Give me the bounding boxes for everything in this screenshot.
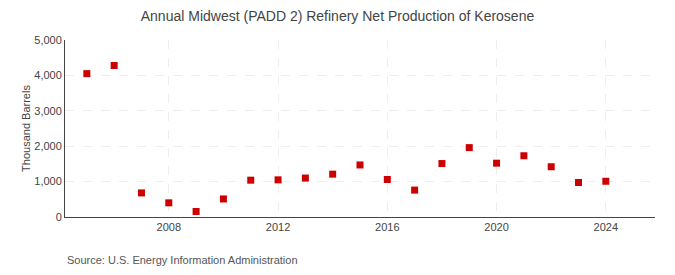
svg-text:Source: U.S. Energy Informatio: Source: U.S. Energy Information Administ… (67, 254, 298, 266)
svg-text:2016: 2016 (375, 221, 399, 233)
svg-text:2008: 2008 (157, 221, 181, 233)
svg-text:2,000: 2,000 (34, 140, 62, 152)
svg-text:5,000: 5,000 (34, 34, 62, 46)
svg-text:1,000: 1,000 (34, 175, 62, 187)
svg-text:0: 0 (56, 211, 62, 223)
svg-text:4,000: 4,000 (34, 69, 62, 81)
svg-text:2024: 2024 (594, 221, 618, 233)
svg-text:3,000: 3,000 (34, 105, 62, 117)
svg-text:Annual Midwest (PADD 2) Refine: Annual Midwest (PADD 2) Refinery Net Pro… (141, 8, 535, 24)
svg-text:2012: 2012 (266, 221, 290, 233)
svg-text:Thousand Barrels: Thousand Barrels (20, 85, 32, 172)
svg-text:2020: 2020 (484, 221, 508, 233)
